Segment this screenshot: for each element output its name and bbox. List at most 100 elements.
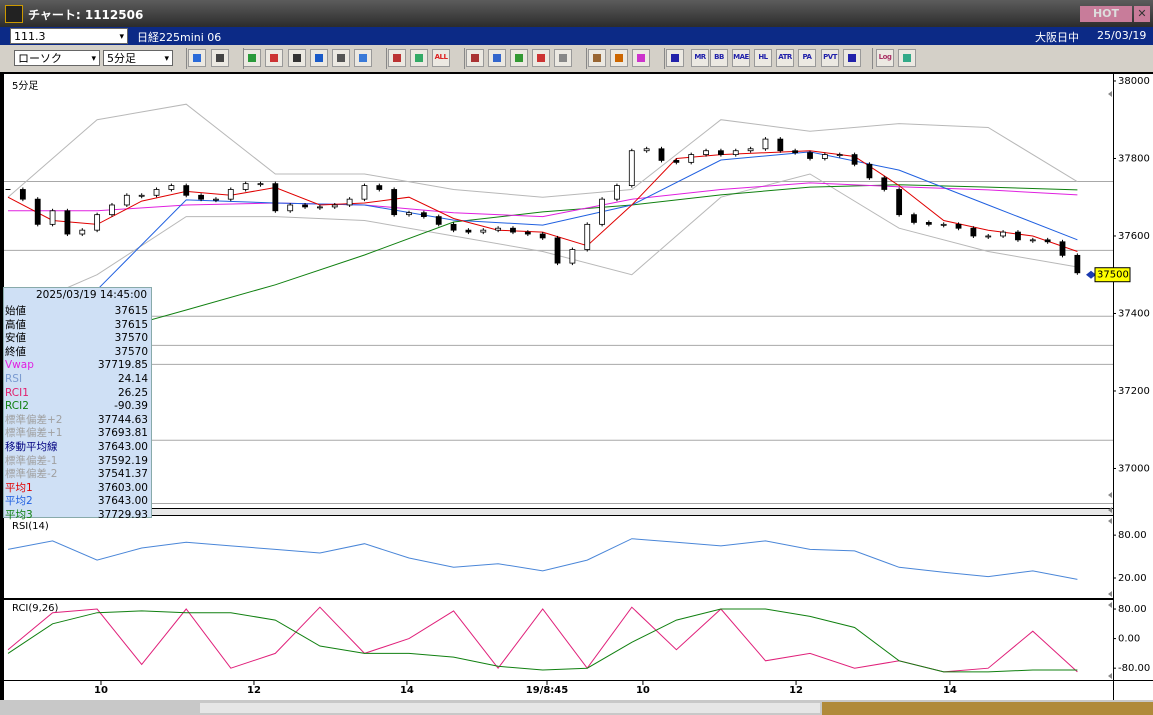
toolbar-button[interactable]	[332, 49, 350, 67]
toolbar-button[interactable]	[843, 49, 861, 67]
candle	[480, 229, 487, 233]
info-value: 37744.63	[97, 413, 148, 426]
candle	[34, 198, 41, 225]
toolbar-button[interactable]: ALL	[432, 49, 450, 67]
info-value: 37541.37	[97, 468, 148, 481]
candle	[836, 154, 843, 157]
toolbar-button[interactable]: MR	[691, 49, 709, 67]
toolbar-button[interactable]	[243, 49, 261, 67]
info-label: 平均2	[5, 495, 33, 508]
button-glyph	[193, 54, 201, 62]
close-button[interactable]: ✕	[1134, 6, 1150, 22]
candle	[539, 233, 546, 239]
toolbar-button[interactable]	[188, 49, 206, 67]
series-line	[7, 173, 1078, 314]
candle	[406, 212, 412, 216]
info-row: 平均2 37643.00	[5, 495, 150, 509]
series-line	[7, 103, 1078, 198]
button-glyph	[216, 54, 224, 62]
toolbar-button[interactable]	[466, 49, 484, 67]
candle	[1000, 231, 1006, 237]
candle	[955, 223, 962, 229]
info-row: 始値 37615	[5, 305, 150, 319]
button-glyph	[848, 54, 856, 62]
toolbar-button[interactable]	[532, 49, 550, 67]
toolbar-button[interactable]: HL	[754, 49, 772, 67]
candle	[866, 163, 873, 179]
button-glyph	[903, 54, 911, 62]
toolbar-button[interactable]	[610, 49, 628, 67]
candle	[703, 150, 709, 156]
toolbar-button[interactable]	[632, 49, 650, 67]
code-select[interactable]: 111.3	[10, 28, 128, 45]
info-row: 安値 37570	[5, 332, 150, 346]
scroll-thumb[interactable]	[200, 703, 820, 713]
toolbar-button[interactable]	[354, 49, 372, 67]
info-value: 37729.93	[97, 509, 148, 521]
candle	[1015, 231, 1021, 241]
button-glyph	[393, 54, 401, 62]
info-value: -90.39	[114, 400, 148, 413]
candle	[257, 183, 264, 186]
separator	[464, 48, 465, 69]
toolbar-button[interactable]: PA	[798, 49, 816, 67]
info-row: RCI1 26.25	[5, 387, 150, 401]
toolbar-button[interactable]: BB	[710, 49, 728, 67]
info-value: 24.14	[117, 373, 148, 385]
series-line	[7, 538, 1078, 580]
info-row: 標準偏差+2 37744.63	[5, 414, 150, 428]
info-value: 37592.19	[97, 454, 148, 467]
status-area	[822, 702, 1153, 715]
candle	[599, 198, 605, 225]
candle	[970, 227, 977, 237]
separator	[243, 48, 244, 69]
toolbar-button[interactable]: PVT	[821, 49, 839, 67]
toolbar-button[interactable]	[288, 49, 306, 67]
candle	[718, 150, 724, 156]
info-value: 37615	[114, 305, 148, 317]
candle	[777, 138, 784, 152]
toolbar-button[interactable]	[898, 49, 916, 67]
candle	[569, 249, 576, 264]
hot-button[interactable]: HOT	[1080, 6, 1132, 22]
button-glyph	[315, 54, 323, 62]
x-tick-label: 10	[636, 685, 650, 696]
candle	[272, 183, 279, 212]
interval-select[interactable]: 5分足	[103, 50, 173, 67]
button-label: ALL	[434, 53, 448, 61]
toolbar-button[interactable]	[310, 49, 328, 67]
info-row: 標準偏差-2 37541.37	[5, 468, 150, 482]
candle	[168, 185, 175, 190]
toolbar-button[interactable]: Log	[876, 49, 894, 67]
toolbar-button[interactable]	[666, 49, 684, 67]
info-value: 37719.85	[97, 359, 148, 372]
toolbar-button[interactable]	[388, 49, 406, 67]
x-tick-label: 12	[247, 685, 261, 696]
separator	[386, 48, 387, 69]
toolbar-button[interactable]	[588, 49, 606, 67]
toolbar-button[interactable]	[410, 49, 428, 67]
y-tick-label: 37000	[1118, 463, 1150, 474]
toolbar-button[interactable]	[211, 49, 229, 67]
separator	[586, 48, 587, 69]
candle	[940, 223, 947, 226]
price-label: 37500	[1097, 270, 1129, 281]
x-tick-label: 14	[400, 685, 414, 696]
candle	[183, 185, 190, 196]
info-row: 平均1 37603.00	[5, 482, 150, 496]
candle	[881, 177, 888, 190]
info-label: 終値	[5, 345, 26, 358]
candle	[391, 189, 398, 216]
toolbar-button[interactable]: ATR	[776, 49, 794, 67]
toolbar-button[interactable]: MAE	[732, 49, 750, 67]
price-box	[1094, 267, 1131, 283]
pane-divider	[4, 509, 1113, 515]
info-label: 高値	[5, 318, 26, 331]
chart-type-select[interactable]: ローソク	[14, 50, 100, 67]
toolbar-button[interactable]	[488, 49, 506, 67]
toolbar-button[interactable]	[265, 49, 283, 67]
info-row: 移動平均線 37643.00	[5, 441, 150, 455]
toolbar-button[interactable]	[510, 49, 528, 67]
toolbar-button[interactable]	[554, 49, 572, 67]
info-value: 37603.00	[97, 481, 148, 494]
